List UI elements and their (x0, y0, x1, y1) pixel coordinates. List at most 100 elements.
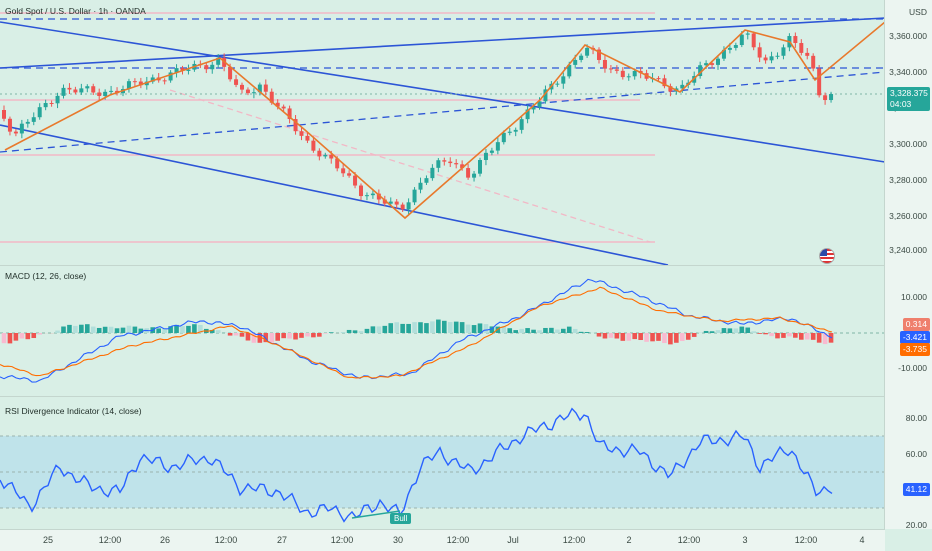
time-label: 12:00 (331, 535, 354, 545)
macd-histogram-bar (638, 333, 643, 340)
candle-body (163, 80, 167, 81)
candle-body (133, 81, 137, 82)
macd-histogram-bar (751, 331, 756, 333)
macd-histogram-bar (757, 333, 762, 334)
candle-body (395, 202, 399, 205)
macd-histogram-bar (442, 321, 447, 333)
macd-histogram-bar (728, 328, 733, 333)
macd-histogram-bar (692, 333, 697, 337)
us-flag-icon[interactable] (819, 248, 835, 264)
macd-histogram-bar (484, 324, 489, 333)
macd-title: MACD (12, 26, close) (5, 271, 86, 281)
macd-histogram-bar (603, 333, 608, 338)
candle-body (8, 119, 12, 132)
candle-body (359, 186, 363, 197)
currency-label: USD (909, 7, 927, 17)
macd-histogram-bar (269, 333, 274, 343)
macd-histogram-bar (8, 333, 13, 343)
time-label: 2 (626, 535, 631, 545)
symbol-title: Gold Spot / U.S. Dollar · 1h · OANDA (5, 6, 146, 16)
macd-histogram-bar (323, 333, 328, 334)
macd-pane[interactable]: MACD (12, 26, close) (0, 266, 932, 396)
macd-histogram-bar (388, 323, 393, 333)
rsi-chart-canvas[interactable] (0, 397, 885, 529)
macd-histogram-bar (513, 330, 518, 333)
candle-body (419, 183, 423, 190)
macd-histogram-bar (55, 331, 60, 333)
candle-body (716, 59, 720, 65)
macd-histogram-bar (454, 322, 459, 333)
candle-body (823, 95, 827, 100)
candle-body (44, 103, 48, 107)
rsi-pane[interactable]: RSI Divergence Indicator (14, close) Bul… (0, 397, 932, 529)
candle-body (621, 71, 625, 77)
candle-body (240, 85, 244, 90)
rsi-title: RSI Divergence Indicator (14, close) (5, 406, 142, 416)
candle-body (436, 160, 440, 168)
candle-body (776, 56, 780, 57)
candle-body (79, 88, 83, 92)
macd-histogram-bar (31, 333, 36, 338)
macd-histogram-bar (406, 324, 411, 333)
macd-histogram-bar (311, 333, 316, 337)
macd-histogram-bar (115, 328, 120, 333)
macd-histogram-bar (710, 331, 715, 333)
macd-histogram-bar (775, 333, 780, 338)
candle-body (347, 173, 351, 175)
macd-histogram-bar (531, 330, 536, 333)
macd-histogram-bar (525, 328, 530, 333)
candle-body (728, 48, 732, 50)
macd-histogram-bar (79, 325, 84, 333)
macd-histogram-bar (632, 333, 637, 339)
macd-histogram-bar (769, 333, 774, 336)
macd-histogram-bar (555, 330, 560, 333)
time-axis[interactable]: 25 12:00 26 12:00 27 12:00 30 12:00 Jul … (0, 529, 885, 551)
macd-histogram-bar (377, 326, 382, 333)
time-label: 27 (277, 535, 287, 545)
macd-histogram-bar (668, 333, 673, 344)
macd-histogram-bar (740, 327, 745, 333)
candle-body (26, 122, 30, 124)
candle-body (764, 58, 768, 61)
macd-histogram-bar (781, 333, 786, 338)
candle-body (341, 168, 345, 173)
macd-histogram-badge: 0.314 (903, 318, 930, 331)
macd-histogram-bar (299, 333, 304, 338)
candle-body (91, 86, 95, 92)
price-chart-pane[interactable]: Gold Spot / U.S. Dollar · 1h · OANDA (0, 0, 932, 265)
candle-body (573, 60, 577, 65)
macd-histogram-bar (103, 327, 108, 333)
macd-histogram-bar (448, 322, 453, 333)
macd-histogram-bar (650, 333, 655, 341)
macd-histogram-bar (787, 333, 792, 336)
macd-histogram-bar (192, 324, 197, 333)
candle-body (829, 94, 833, 100)
candle-body (508, 132, 512, 133)
candle-body (520, 119, 524, 130)
macd-histogram-bar (127, 326, 132, 333)
macd-tick: -10.000 (898, 363, 927, 373)
candle-body (103, 92, 107, 96)
candle-body (67, 88, 71, 90)
macd-chart-canvas[interactable] (0, 266, 885, 396)
price-axis[interactable]: USD 3,360.000 3,340.000 3,320.000 3,300.… (884, 0, 932, 529)
price-chart-canvas[interactable] (0, 0, 885, 265)
macd-histogram-bar (597, 333, 602, 337)
macd-histogram-bar (466, 325, 471, 333)
candlestick-series (2, 31, 833, 215)
macd-histogram-bar (704, 331, 709, 333)
macd-histogram-bar (37, 333, 42, 335)
candle-body (56, 96, 60, 103)
candle-body (204, 65, 208, 69)
macd-histogram (2, 320, 834, 345)
candle-body (300, 131, 304, 136)
macd-histogram-bar (811, 333, 816, 340)
candle-body (20, 124, 24, 134)
macd-histogram-bar (26, 333, 31, 339)
macd-histogram-bar (507, 328, 512, 333)
macd-histogram-bar (180, 326, 185, 333)
macd-histogram-bar (549, 328, 554, 333)
macd-histogram-bar (228, 333, 233, 336)
candle-body (353, 176, 357, 186)
macd-histogram-bar (543, 328, 548, 333)
